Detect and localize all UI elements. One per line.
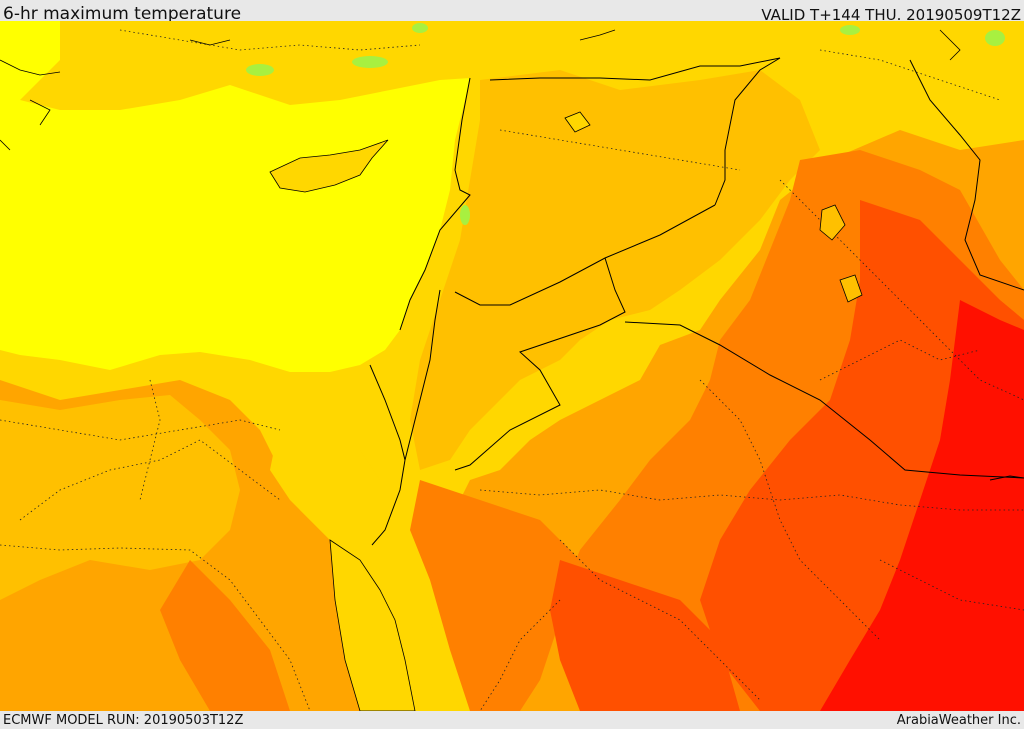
region-border-2 bbox=[0, 419, 281, 441]
lake-habbaniyah bbox=[839, 274, 863, 303]
cyprus-island bbox=[269, 139, 389, 193]
aegean-coast-5 bbox=[579, 29, 616, 41]
temperature-map-svg bbox=[0, 21, 1024, 711]
field-gold-sinai bbox=[270, 420, 460, 711]
green-patch-2 bbox=[352, 56, 388, 68]
border-jordan-valley bbox=[404, 289, 441, 461]
region-border-4 bbox=[479, 489, 1024, 511]
border-syria-iraq bbox=[714, 57, 781, 206]
map-title: 6-hr maximum temperature bbox=[3, 4, 242, 24]
region-border-5 bbox=[559, 539, 761, 701]
region-border-6 bbox=[699, 379, 881, 641]
aegean-coast-3 bbox=[0, 139, 11, 151]
region-border-14 bbox=[879, 559, 1024, 611]
border-iran-iraq bbox=[909, 59, 1024, 291]
country-borders bbox=[369, 57, 1024, 546]
region-border-11 bbox=[119, 29, 421, 51]
region-border-10 bbox=[479, 599, 561, 711]
border-levant-coast bbox=[399, 77, 471, 331]
green-patch-4 bbox=[840, 25, 860, 35]
aegean-coast-2 bbox=[29, 99, 51, 126]
green-patch-1 bbox=[246, 64, 274, 76]
field-gold-mid bbox=[410, 70, 820, 470]
region-borders bbox=[0, 29, 1024, 711]
red-sea bbox=[329, 539, 416, 711]
region-border-3 bbox=[19, 439, 281, 521]
field-red-gulf bbox=[820, 300, 1024, 711]
mediterranean-sea bbox=[0, 21, 470, 372]
border-turkey-syria bbox=[489, 57, 781, 81]
model-run-label: ECMWF MODEL RUN: 20190503T12Z bbox=[3, 713, 244, 728]
border-jordan-saudi bbox=[454, 257, 626, 471]
green-patch-5 bbox=[985, 30, 1005, 46]
field-dark-orange-nile bbox=[160, 560, 290, 711]
temperature-map bbox=[0, 21, 1024, 711]
gulf-coast bbox=[989, 475, 1024, 481]
green-patch-6 bbox=[460, 205, 470, 225]
valid-time-label: VALID T+144 THU. 20190509T12Z bbox=[761, 6, 1021, 24]
border-jordan-iraq bbox=[454, 204, 716, 306]
aegean-coastline bbox=[0, 29, 961, 151]
credit-label: ArabiaWeather Inc. bbox=[896, 713, 1021, 728]
aegean-coast-6 bbox=[939, 29, 961, 61]
field-red-orange-south bbox=[550, 560, 740, 711]
aegean-coast-1 bbox=[0, 59, 61, 76]
border-egypt-israel bbox=[369, 364, 406, 461]
lake-tharthar bbox=[819, 204, 846, 241]
aegean-coast-4 bbox=[189, 39, 231, 46]
header-bar: 6-hr maximum temperature VALID T+144 THU… bbox=[0, 0, 1024, 24]
border-saudi-iraq bbox=[624, 321, 1024, 479]
footer-bar: ECMWF MODEL RUN: 20190503T12Z ArabiaWeat… bbox=[0, 711, 1024, 729]
green-patch-3 bbox=[412, 23, 428, 33]
lake-assad bbox=[564, 111, 591, 133]
region-border-7 bbox=[499, 129, 741, 171]
field-dark-orange-south bbox=[410, 480, 580, 711]
border-sinai bbox=[371, 459, 406, 546]
field-gold-west bbox=[0, 395, 240, 600]
